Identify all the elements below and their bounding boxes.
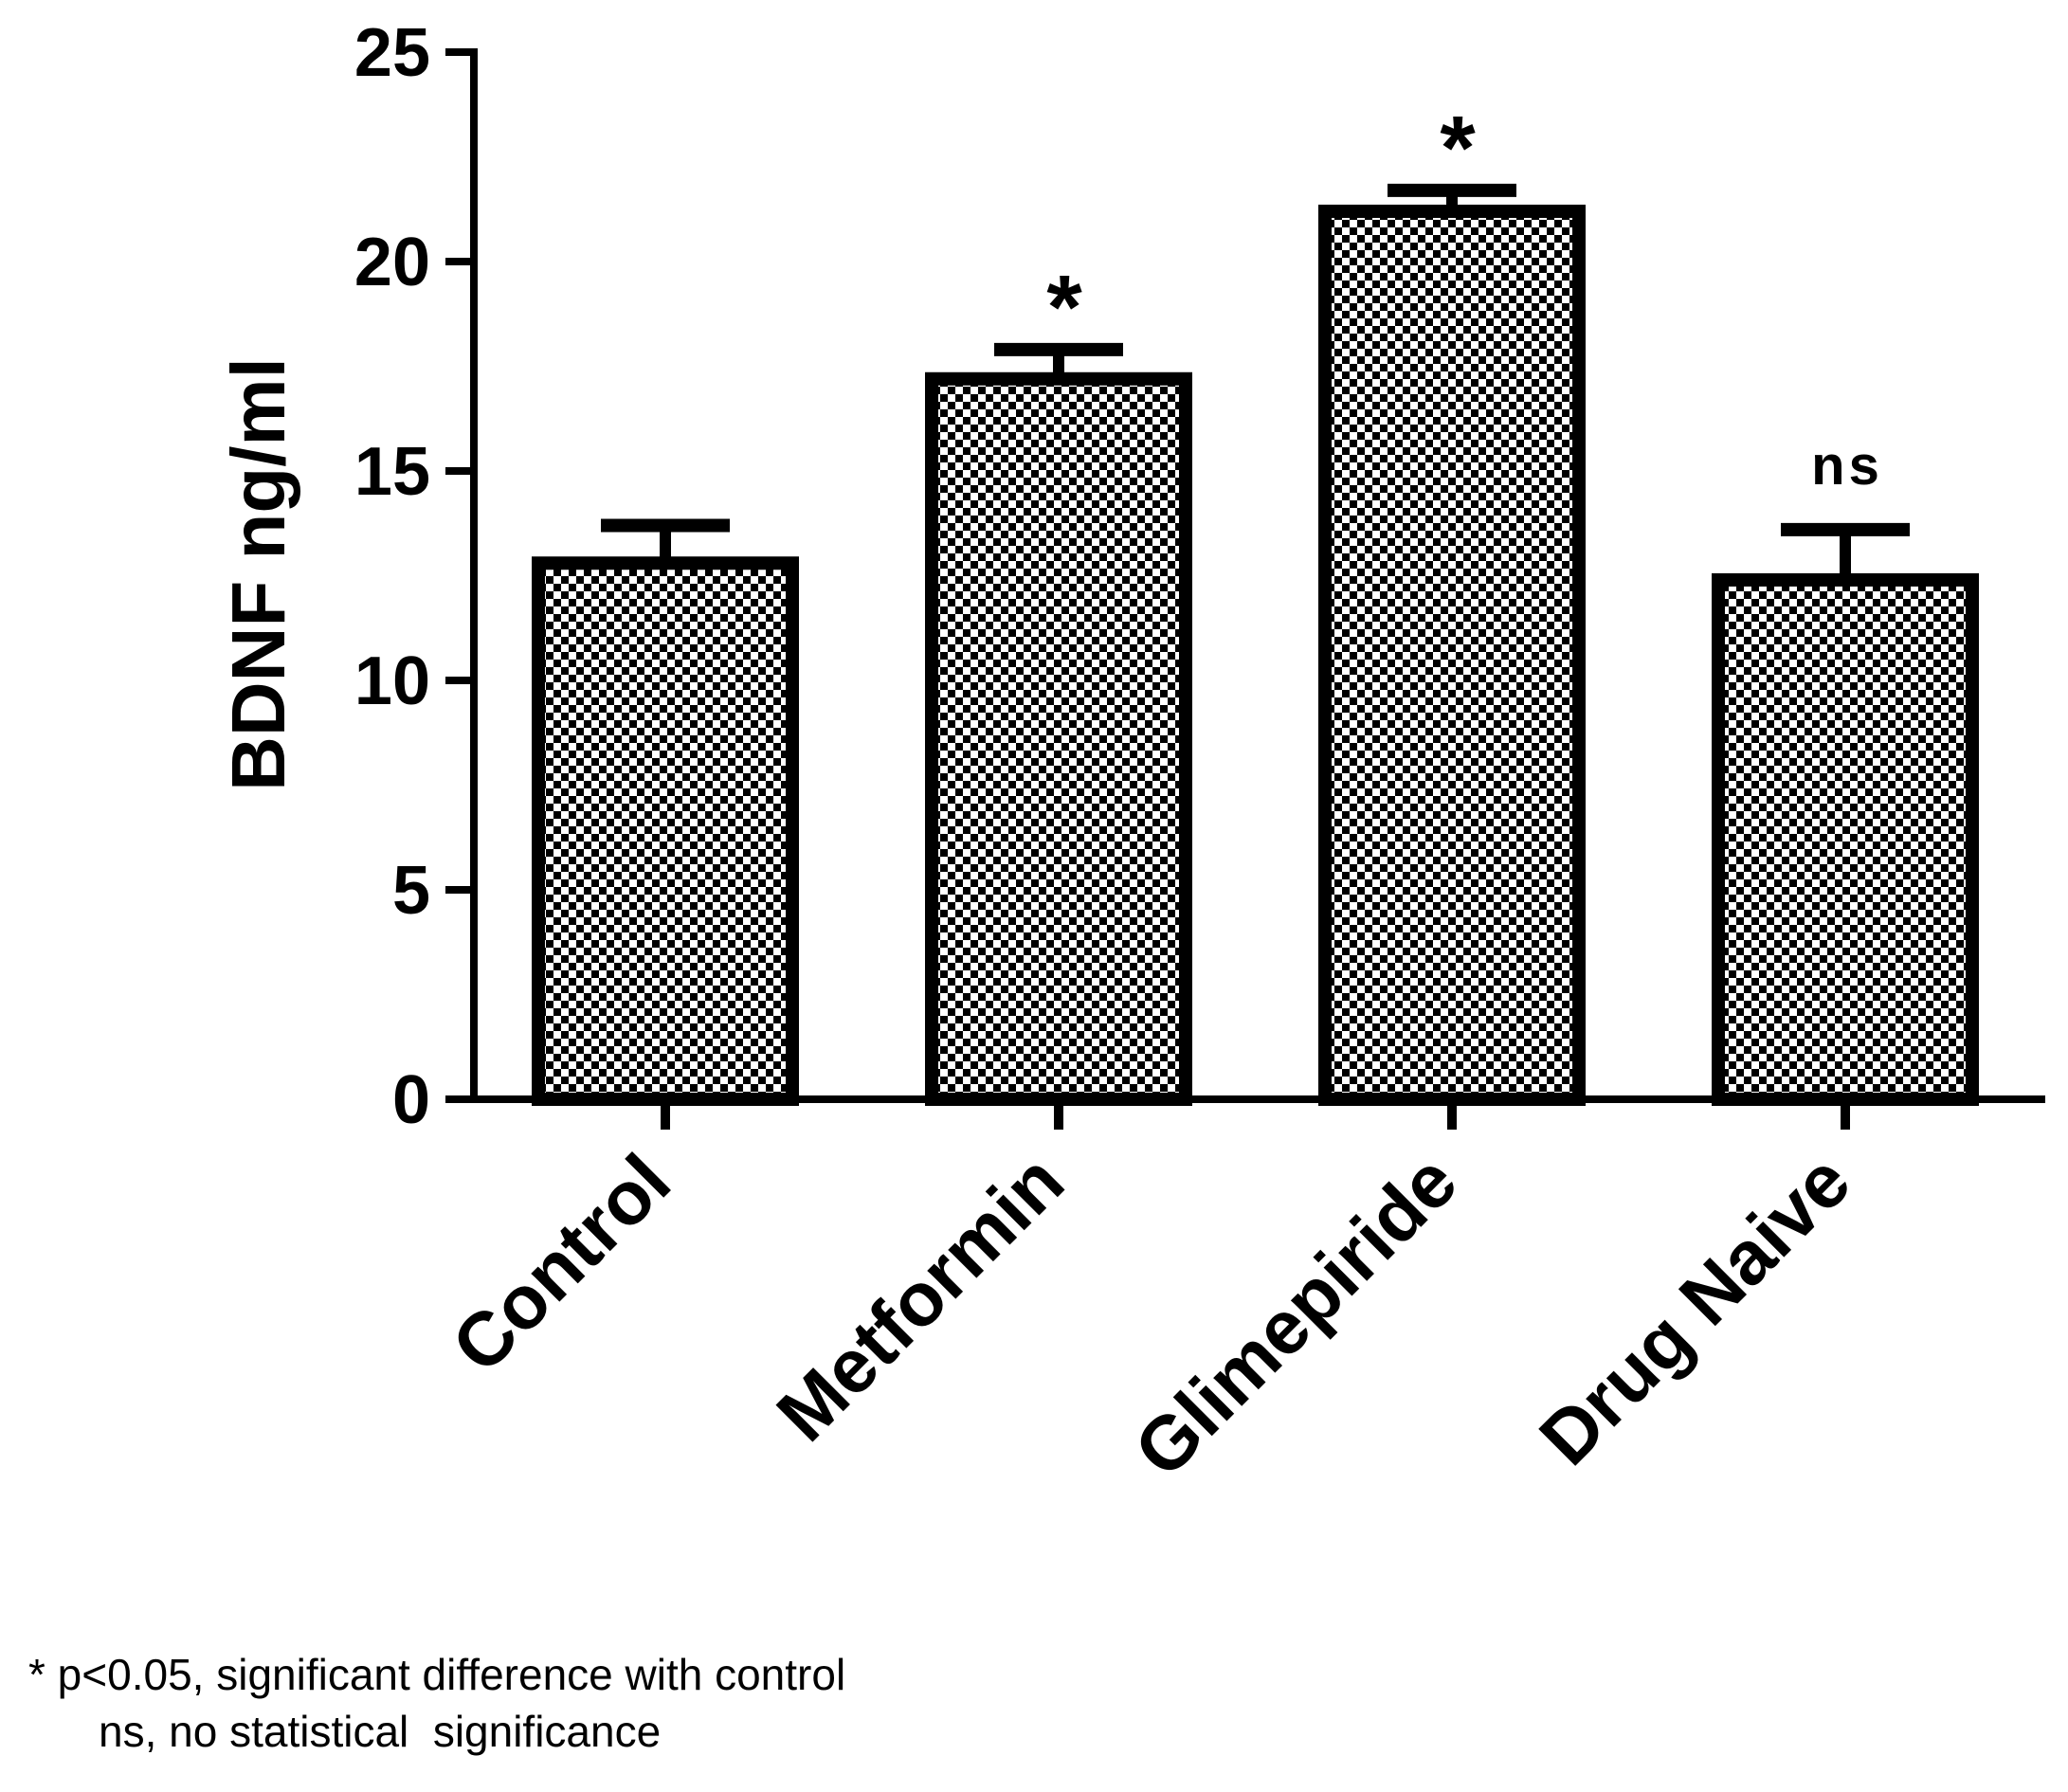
footnote-significance: * p<0.05, significant difference with co… (28, 1650, 846, 1699)
y-tick-label-15: 15 (354, 434, 430, 510)
footnote-ns: ns, no statistical significance (99, 1707, 662, 1756)
y-axis-title: BDNF ng/ml (216, 357, 300, 791)
y-tick-label-20: 20 (354, 225, 430, 300)
bar-glimepiride (1318, 204, 1586, 1106)
bar-drug-naive (1712, 572, 1979, 1106)
significance-glimepiride: * (1440, 98, 1476, 199)
x-label-drug-naive: Drug Naive (1523, 1138, 1866, 1481)
bar-metformin (925, 371, 1192, 1106)
bar-control (532, 556, 799, 1106)
x-label-control: Control (436, 1138, 686, 1388)
x-label-metformin: Metformin (761, 1138, 1079, 1457)
y-tick-label-0: 0 (392, 1062, 430, 1138)
x-label-glimepiride: Glimepiride (1118, 1138, 1473, 1493)
y-tick-label-10: 10 (354, 643, 430, 719)
y-tick-label-25: 25 (354, 15, 430, 91)
y-tick-label-5: 5 (392, 853, 430, 929)
significance-metformin: * (1046, 257, 1082, 358)
significance-drug-naive: ns (1811, 435, 1883, 497)
